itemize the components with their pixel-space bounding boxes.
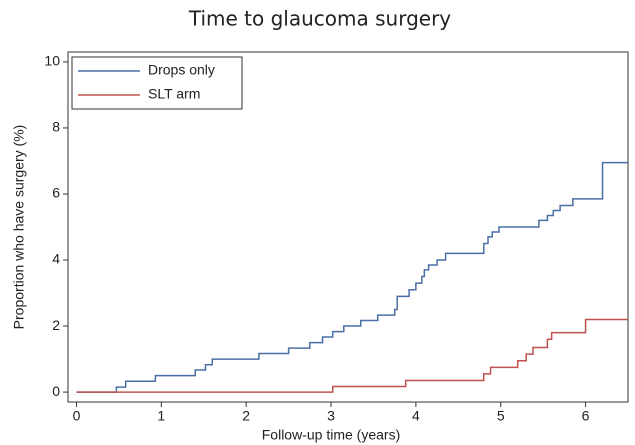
legend-label: SLT arm — [148, 86, 200, 102]
x-tick-label: 0 — [73, 408, 81, 424]
y-tick-label: 0 — [52, 383, 60, 399]
chart-title: Time to glaucoma surgery — [188, 7, 451, 31]
x-tick-label: 5 — [497, 408, 505, 424]
series-line — [76, 161, 628, 393]
y-tick-label: 2 — [52, 317, 60, 333]
x-axis-label: Follow-up time (years) — [262, 427, 400, 443]
series-line — [76, 318, 628, 393]
y-tick-label: 8 — [52, 119, 60, 135]
x-tick-label: 4 — [412, 408, 420, 424]
x-tick-label: 2 — [242, 408, 250, 424]
y-axis-label: Proportion who have surgery (%) — [11, 125, 27, 330]
plot-frame — [67, 51, 629, 403]
y-tick-label: 10 — [44, 53, 60, 69]
y-tick-label: 4 — [52, 251, 60, 267]
x-tick-label: 3 — [327, 408, 335, 424]
legend-label: Drops only — [148, 62, 215, 78]
x-tick-label: 6 — [582, 408, 590, 424]
legend-box — [71, 56, 243, 110]
x-tick-label: 1 — [157, 408, 165, 424]
y-tick-label: 6 — [52, 185, 60, 201]
